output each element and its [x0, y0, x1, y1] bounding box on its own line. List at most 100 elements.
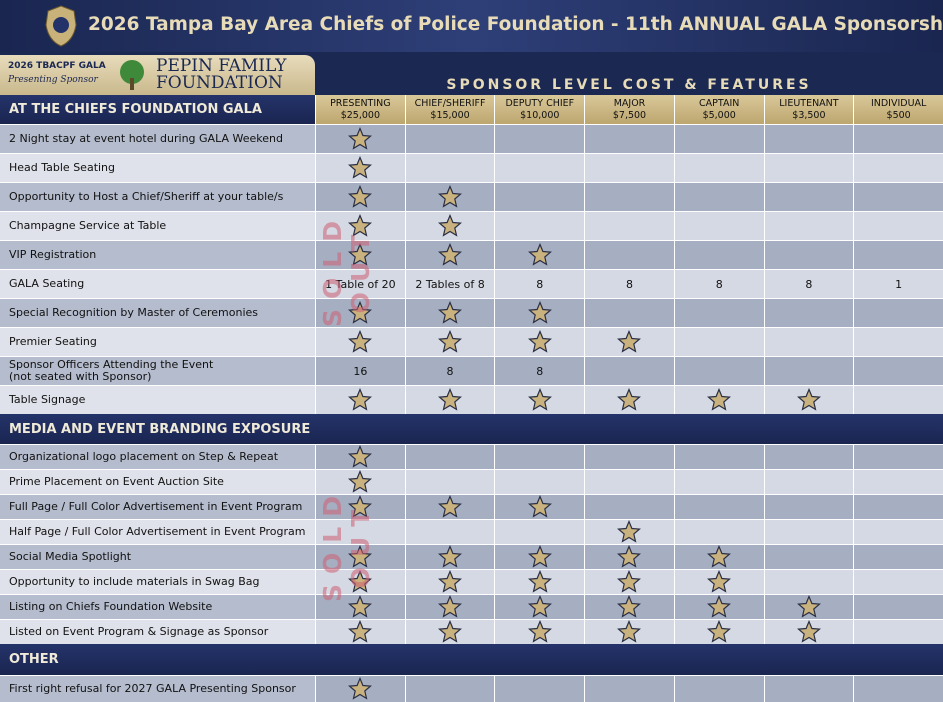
star — [438, 388, 463, 411]
table-cell — [853, 211, 943, 240]
table-cell — [404, 569, 495, 594]
table-cell: 8 — [494, 356, 585, 385]
star — [527, 595, 552, 618]
column-price: $7,500 — [612, 109, 647, 121]
table-cell — [673, 569, 764, 594]
cell-text: 2 Tables of 8 — [415, 277, 485, 291]
column-header: LIEUTENANT $3,500 — [763, 95, 854, 124]
row-label: Table Signage — [0, 385, 315, 414]
row-label-text: Champagne Service at Table — [9, 219, 167, 232]
table-cell — [673, 298, 764, 327]
table-cell — [315, 298, 405, 327]
row-label: 2 Night stay at event hotel during GALA … — [0, 124, 315, 153]
star — [617, 520, 642, 543]
star — [527, 388, 552, 411]
table-cell — [673, 619, 764, 644]
table-cell: 16 — [315, 356, 405, 385]
table-cell — [404, 327, 495, 356]
table-cell — [763, 444, 854, 469]
table-cell — [315, 469, 405, 494]
star — [438, 545, 463, 568]
cell-text: 1 — [895, 277, 903, 291]
row-label-text: Organizational logo placement on Step & … — [9, 450, 279, 463]
column-name: INDIVIDUAL — [870, 97, 927, 109]
table-cell — [853, 327, 943, 356]
table-cell — [404, 494, 495, 519]
table-cell — [404, 240, 495, 269]
table-cell — [315, 544, 405, 569]
table-cell — [494, 385, 585, 414]
table-cell — [404, 594, 495, 619]
table-cell — [494, 153, 585, 182]
column-header: INDIVIDUAL $500 — [853, 95, 943, 124]
table-cell — [853, 124, 943, 153]
table-cell — [494, 519, 585, 544]
star — [617, 570, 642, 593]
table-cell — [584, 544, 674, 569]
star — [707, 620, 732, 643]
row-label-text: VIP Registration — [9, 248, 97, 261]
row-label-text: Full Page / Full Color Advertisement in … — [9, 500, 303, 513]
column-header: CHIEF/SHERIFF $15,000 — [404, 95, 495, 124]
table-cell — [404, 298, 495, 327]
table-cell — [853, 519, 943, 544]
row-label: Social Media Spotlight — [0, 544, 315, 569]
cell-text: 8 — [715, 277, 723, 291]
table-cell — [404, 519, 495, 544]
table-cell — [853, 240, 943, 269]
star — [527, 570, 552, 593]
row-label: Prime Placement on Event Auction Site — [0, 469, 315, 494]
row-label-note: (not seated with Sponsor) — [9, 370, 152, 383]
table-cell — [673, 444, 764, 469]
table-cell — [494, 240, 585, 269]
table-cell — [315, 675, 405, 702]
table-cell — [584, 327, 674, 356]
table-cell: 1 — [853, 269, 943, 298]
row-label: Opportunity to include materials in Swag… — [0, 569, 315, 594]
table-cell — [673, 494, 764, 519]
table-cell — [494, 444, 585, 469]
table-cell — [763, 675, 854, 702]
table-cell — [584, 182, 674, 211]
table-cell — [763, 594, 854, 619]
sponsor-label: 2026 TBACPF GALA — [8, 61, 106, 71]
star — [438, 185, 463, 208]
star — [617, 388, 642, 411]
sponsor-name: FOUNDATION — [156, 73, 283, 93]
table-cell — [315, 619, 405, 644]
column-price: $3,500 — [792, 109, 826, 121]
column-price: $10,000 — [520, 109, 560, 121]
star — [796, 595, 821, 618]
table-cell — [494, 619, 585, 644]
cell-text: 8 — [446, 364, 454, 378]
row-label-text: Sponsor Officers Attending the Event — [9, 358, 214, 371]
table-cell — [763, 544, 854, 569]
star — [527, 243, 552, 266]
tree-logo — [120, 60, 144, 90]
cell-text: 8 — [805, 277, 813, 291]
table-cell — [673, 153, 764, 182]
star — [438, 620, 463, 643]
star — [707, 388, 732, 411]
star — [348, 545, 373, 568]
table-cell: 2 Tables of 8 — [404, 269, 495, 298]
row-label-text: Listing on Chiefs Foundation Website — [9, 600, 213, 613]
table-cell — [404, 385, 495, 414]
table-cell — [853, 569, 943, 594]
star — [348, 620, 373, 643]
column-header: MAJOR $7,500 — [584, 95, 674, 124]
table-cell — [404, 211, 495, 240]
star — [707, 595, 732, 618]
star — [527, 620, 552, 643]
table-cell — [853, 444, 943, 469]
table-cell — [853, 494, 943, 519]
star — [438, 495, 463, 518]
star — [348, 677, 373, 700]
badge-logo — [45, 5, 77, 47]
star — [796, 388, 821, 411]
star — [527, 330, 552, 353]
star — [348, 156, 373, 179]
row-label-text: Premier Seating — [9, 335, 97, 348]
column-price: $15,000 — [430, 109, 470, 121]
table-cell — [584, 594, 674, 619]
